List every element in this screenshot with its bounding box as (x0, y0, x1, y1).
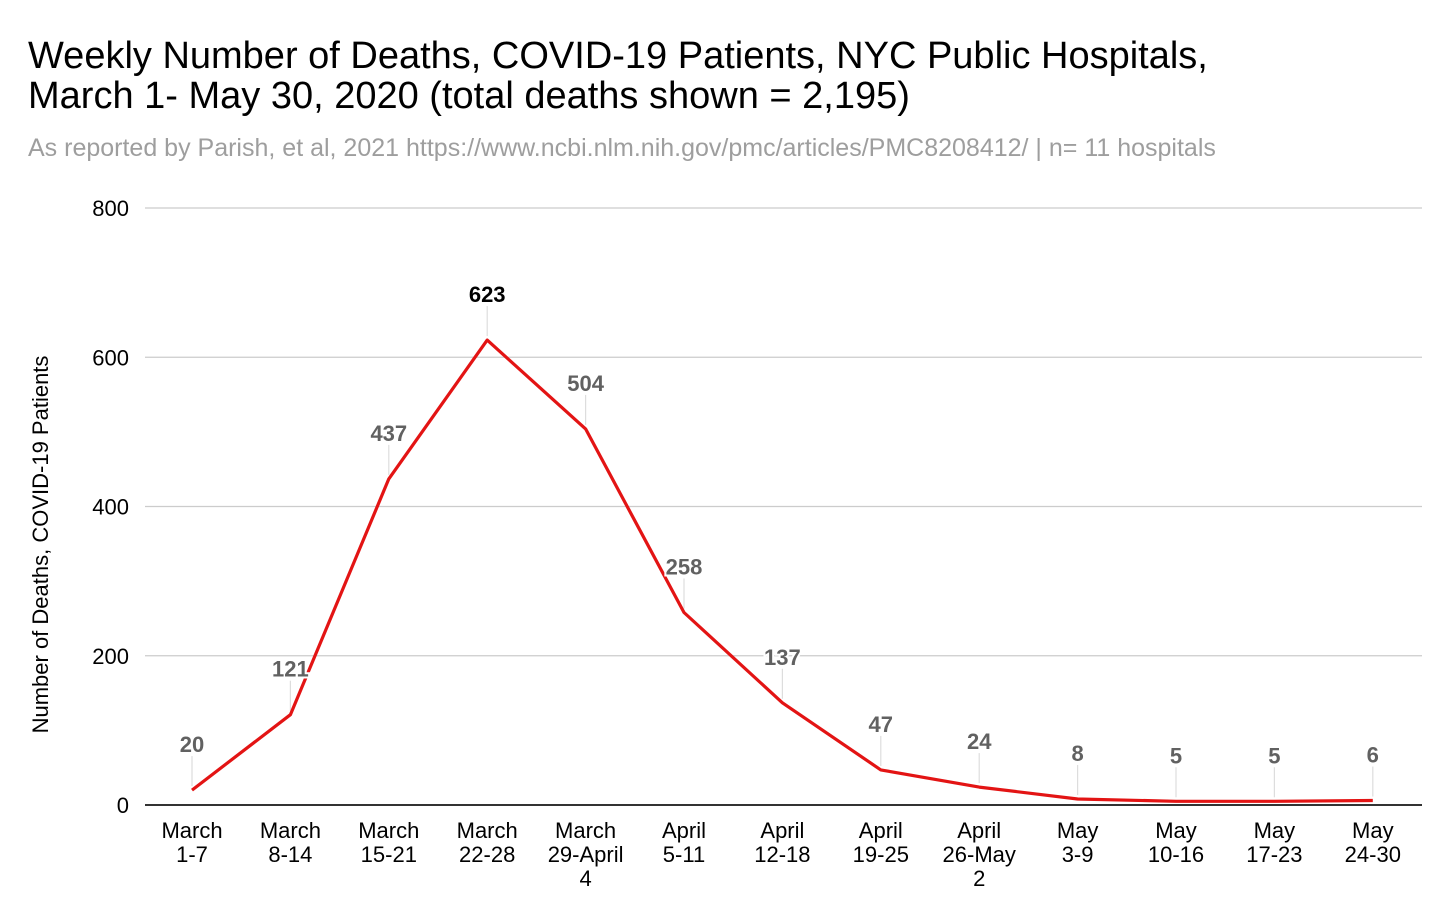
data-label: 6 (1367, 743, 1379, 768)
data-label: 24 (967, 729, 992, 754)
data-label: 258 (666, 554, 703, 579)
x-tick-label-line: April (957, 818, 1001, 843)
y-axis-label: Number of Deaths, COVID-19 Patients (28, 356, 53, 734)
x-tick-label-line: 5-11 (663, 842, 705, 867)
y-tick-label: 200 (92, 644, 129, 669)
data-label: 437 (370, 421, 407, 446)
y-tick-label: 800 (92, 196, 129, 221)
deaths-series-line (191, 338, 1373, 803)
x-tick-label-line: 12-18 (754, 842, 810, 867)
data-label: 8 (1071, 741, 1083, 766)
data-label: 5 (1170, 743, 1182, 768)
x-tick-label-line: April (662, 818, 706, 843)
y-tick-label: 400 (92, 495, 129, 520)
x-tick-label: May 17-23 (1246, 818, 1302, 867)
x-tick-label-line: March (161, 818, 222, 843)
x-tick-label-line: 10-16 (1148, 842, 1204, 867)
x-tick-label: May 24-30 (1345, 818, 1401, 867)
chart-title: Weekly Number of Deaths, COVID-19 Patien… (28, 36, 1428, 116)
data-labels: 20 121 437 623 504 258 137 47 24 8 5 5 6 (178, 280, 1381, 770)
x-tick-label-line: 2 (973, 866, 985, 891)
x-tick-label-line: 1-7 (176, 842, 208, 867)
x-tick-label-line: April (760, 818, 804, 843)
x-tick-label: March 8-14 (260, 818, 321, 867)
x-tick-label-line: 15-21 (361, 842, 417, 867)
x-tick-label-line: April (859, 818, 903, 843)
x-tick-label-line: May (1057, 818, 1099, 843)
x-tick-label-line: 17-23 (1246, 842, 1302, 867)
x-tick-label: April 19-25 (853, 818, 909, 867)
x-tick-label-line: 29-April (548, 842, 624, 867)
x-tick-label-line: March (358, 818, 419, 843)
x-tick-label-line: 24-30 (1345, 842, 1401, 867)
x-tick-label-line: March (260, 818, 321, 843)
chart-subtitle: As reported by Parish, et al, 2021 https… (28, 134, 1216, 162)
x-tick-label-line: May (1254, 818, 1296, 843)
x-tick-label: April 12-18 (754, 818, 810, 867)
chart-title-line-1: Weekly Number of Deaths, COVID-19 Patien… (28, 35, 1208, 77)
x-tick-label-line: 8-14 (268, 842, 312, 867)
data-label: 5 (1268, 743, 1280, 768)
x-tick-label: March 22-28 (457, 818, 518, 867)
data-label: 121 (272, 657, 309, 682)
x-tick-label: March 15-21 (358, 818, 419, 867)
x-tick-label-line: 4 (579, 866, 591, 891)
x-tick-label-line: May (1352, 818, 1394, 843)
x-tick-label: March 29-April 4 (548, 818, 624, 891)
data-label: 504 (567, 371, 604, 396)
data-label: 137 (764, 645, 801, 670)
chart-title-line-2: March 1- May 30, 2020 (total deaths show… (28, 75, 910, 117)
y-tick-label: 600 (92, 345, 129, 370)
x-tick-label-line: 3-9 (1062, 842, 1094, 867)
data-label: 20 (180, 732, 204, 757)
x-tick-label: April 5-11 (662, 818, 706, 867)
x-tick-label-line: March (457, 818, 518, 843)
y-tick-label: 0 (117, 793, 129, 818)
x-tick-label-line: 19-25 (853, 842, 909, 867)
x-tick-label: May 10-16 (1148, 818, 1204, 867)
data-label-leaders (191, 306, 1374, 798)
gridlines (145, 207, 1422, 657)
x-tick-label-line: March (555, 818, 616, 843)
peak-data-label: 623 (469, 282, 506, 307)
x-tick-label-line: 26-May (943, 842, 1016, 867)
x-tick-label: April 26-May 2 (943, 818, 1016, 891)
x-tick-label-line: May (1155, 818, 1197, 843)
data-label: 47 (869, 712, 893, 737)
y-axis-tick-labels: 0 200 400 600 800 (92, 196, 129, 818)
x-tick-label: March 1-7 (161, 818, 222, 867)
x-tick-label: May 3-9 (1057, 818, 1099, 867)
x-tick-label-line: 22-28 (459, 842, 515, 867)
